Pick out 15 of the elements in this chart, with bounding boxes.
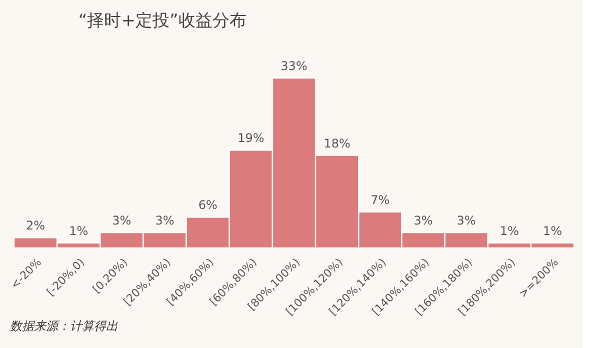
chart-title: “择时+定投”收益分布 [78,11,246,31]
data-label: 1% [542,224,562,238]
data-label: 18% [324,136,350,150]
data-label: 3% [112,214,132,228]
data-label: 3% [456,214,476,228]
data-label: 33% [280,59,308,73]
data-label: 2% [26,218,46,233]
data-label: 3% [155,214,174,228]
data-label: 1% [69,224,88,238]
data-label: 1% [500,224,519,238]
data-label: 19% [238,131,264,146]
data-label: 3% [414,214,433,228]
data-label: 6% [198,198,218,212]
data-label: 7% [370,192,390,207]
source-note: 数据来源：计算得出 [10,319,118,333]
